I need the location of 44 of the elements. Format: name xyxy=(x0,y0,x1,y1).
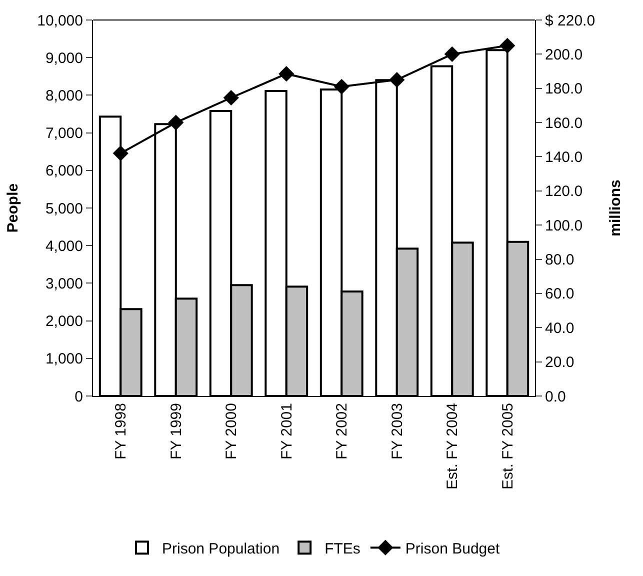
y-tick-label: 9,000 xyxy=(45,50,83,67)
x-tick-label: Est. FY 2005 xyxy=(499,403,516,490)
point xyxy=(112,146,128,162)
x-tick-label: FY 1999 xyxy=(168,403,185,460)
x-tick-label: Est. FY 2004 xyxy=(444,403,462,490)
point xyxy=(223,90,239,106)
point xyxy=(500,38,516,54)
y-tick-label: 5,000 xyxy=(45,200,83,218)
legend-label: FTEs xyxy=(324,540,360,558)
point xyxy=(389,72,405,88)
x-tick-label: FY 2002 xyxy=(334,403,351,460)
y2-tick-label: 100.0 xyxy=(545,217,583,234)
y-tick-label: 6,000 xyxy=(45,162,83,180)
y2-tick-label: 120.0 xyxy=(545,183,583,200)
x-tick-label: FY 2000 xyxy=(223,403,240,460)
x-tick-label: FY 2001 xyxy=(278,403,296,460)
point xyxy=(334,78,350,94)
point xyxy=(278,66,294,82)
y2-tick-label: $ 220.0 xyxy=(545,12,596,30)
y2-tick-label: 80.0 xyxy=(545,252,574,269)
point xyxy=(444,46,460,62)
x-tick-label: FY 2003 xyxy=(388,403,406,460)
y2-tick-label: 200.0 xyxy=(545,46,583,64)
y2-tick-label: 160.0 xyxy=(545,114,583,132)
y-tick-label: 10,000 xyxy=(37,12,83,30)
y-tick-label: 0 xyxy=(74,388,83,406)
legend-label: Prison Budget xyxy=(405,540,500,558)
y-tick-label: 2,000 xyxy=(45,313,83,330)
y2-tick-label: 0.0 xyxy=(545,388,566,406)
y2-tick-label: 140.0 xyxy=(545,148,583,166)
point xyxy=(168,114,184,130)
y-tick-label: 3,000 xyxy=(45,275,83,292)
y-tick-label: 8,000 xyxy=(45,87,83,104)
legend-label: Prison Population xyxy=(162,540,280,558)
y2-tick-label: 20.0 xyxy=(545,354,574,372)
y2-tick-label: 60.0 xyxy=(545,286,574,303)
y2-axis-title: millions xyxy=(607,180,624,236)
y2-tick-label: 40.0 xyxy=(545,320,574,337)
x-tick-label: FY 1998 xyxy=(112,403,130,460)
y-tick-label: 7,000 xyxy=(45,125,83,142)
y-tick-label: 1,000 xyxy=(45,350,83,368)
y-axis-title: People xyxy=(4,183,22,233)
y-tick-label: 4,000 xyxy=(45,238,83,255)
y2-tick-label: 180.0 xyxy=(545,80,583,98)
